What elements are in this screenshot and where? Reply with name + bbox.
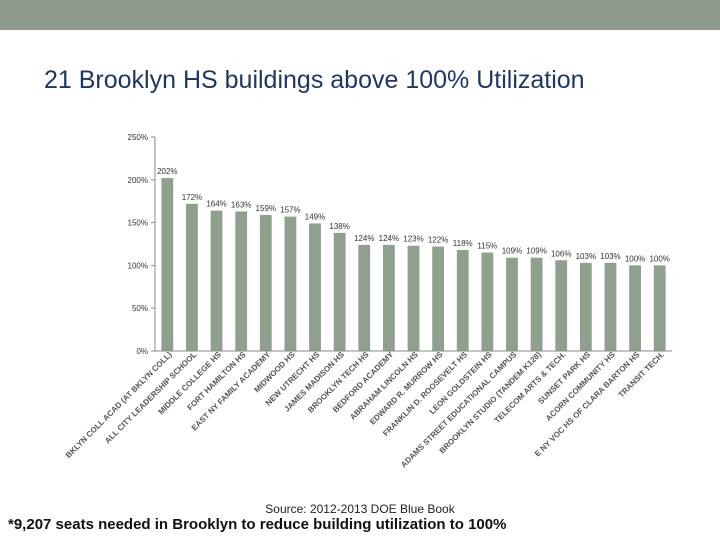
bar-11 bbox=[432, 246, 445, 351]
header-band bbox=[0, 0, 720, 30]
data-label-2: 164% bbox=[206, 200, 226, 209]
bar-0 bbox=[161, 178, 174, 351]
bar-12 bbox=[456, 249, 469, 351]
bar-20 bbox=[653, 265, 666, 351]
bar-2 bbox=[210, 210, 223, 351]
bar-10 bbox=[407, 245, 420, 351]
data-label-15: 109% bbox=[526, 247, 546, 256]
data-label-18: 103% bbox=[600, 252, 620, 261]
bar-13 bbox=[481, 252, 494, 351]
data-label-8: 124% bbox=[354, 234, 374, 243]
data-label-0: 202% bbox=[157, 167, 177, 176]
category-label-20: TRANSIT TECH. bbox=[617, 350, 666, 399]
bar-7 bbox=[333, 232, 346, 351]
bar-9 bbox=[382, 244, 395, 351]
y-tick-label-2: 100% bbox=[128, 261, 148, 270]
bar-1 bbox=[186, 203, 198, 351]
data-label-11: 122% bbox=[428, 236, 448, 245]
bar-19 bbox=[629, 265, 641, 351]
data-label-5: 157% bbox=[280, 206, 300, 215]
data-label-20: 100% bbox=[649, 254, 669, 263]
bar-15 bbox=[530, 257, 543, 351]
bar-6 bbox=[309, 223, 321, 351]
bar-14 bbox=[506, 257, 518, 351]
bar-5 bbox=[284, 216, 297, 351]
bar-4 bbox=[259, 214, 272, 351]
y-tick-label-5: 250% bbox=[128, 133, 148, 142]
data-label-14: 109% bbox=[502, 247, 522, 256]
bar-8 bbox=[358, 244, 371, 351]
bar-17 bbox=[579, 262, 592, 351]
data-label-12: 118% bbox=[453, 239, 473, 248]
source-note: Source: 2012-2013 DOE Blue Book bbox=[265, 502, 455, 516]
data-label-3: 163% bbox=[231, 200, 251, 209]
bar-16 bbox=[555, 260, 568, 351]
data-label-1: 172% bbox=[182, 193, 202, 202]
data-label-7: 138% bbox=[329, 222, 349, 231]
data-label-17: 103% bbox=[576, 252, 596, 261]
y-tick-label-3: 150% bbox=[128, 219, 148, 228]
y-tick-label-4: 200% bbox=[128, 176, 148, 185]
bar-18 bbox=[604, 262, 617, 351]
page-title: 21 Brooklyn HS buildings above 100% Util… bbox=[44, 66, 585, 94]
data-label-6: 149% bbox=[305, 212, 325, 221]
category-label-0: BKLYN COLL ACAD (AT BKLYN COLL) bbox=[64, 350, 174, 460]
y-tick-label-0: 0% bbox=[136, 347, 148, 356]
data-label-19: 100% bbox=[625, 254, 645, 263]
bar-3 bbox=[235, 211, 248, 351]
data-label-16: 106% bbox=[551, 249, 571, 258]
y-tick-label-1: 50% bbox=[132, 304, 148, 313]
category-label-1: ALL CITY LEADERSHIP SCHOOL bbox=[103, 350, 198, 445]
data-label-4: 159% bbox=[256, 204, 276, 213]
data-label-13: 115% bbox=[477, 242, 497, 251]
data-label-9: 124% bbox=[379, 234, 399, 243]
data-label-10: 123% bbox=[403, 235, 423, 244]
footnote: *9,207 seats needed in Brooklyn to reduc… bbox=[8, 516, 507, 533]
